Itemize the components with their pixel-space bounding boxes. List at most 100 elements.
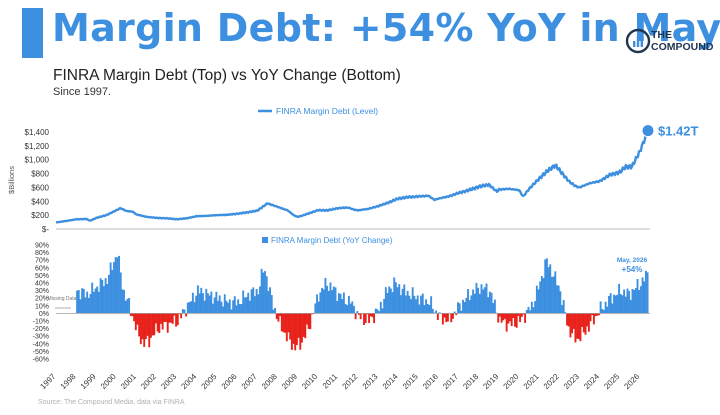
yoy-change-bar <box>551 276 553 314</box>
yoy-change-bar <box>337 293 340 314</box>
yoy-change-bar <box>77 290 80 314</box>
bottom-y-tick-label: 10% <box>35 303 49 310</box>
yoy-change-bar <box>406 290 409 314</box>
yoy-change-bar <box>235 305 238 314</box>
yoy-change-bar <box>81 288 84 314</box>
yoy-change-bar <box>260 268 263 314</box>
yoy-change-bar <box>134 313 137 331</box>
yoy-change-bar <box>176 313 179 326</box>
end-value-label: $1.42T <box>658 124 699 139</box>
x-tick-label: 2014 <box>381 372 400 391</box>
yoy-change-bar <box>128 298 131 314</box>
yoy-change-bar <box>391 292 394 314</box>
x-tick-label: 2011 <box>321 372 340 391</box>
x-tick-label: 2015 <box>401 372 420 391</box>
yoy-change-bar <box>173 313 176 316</box>
bottom-y-tick-label: -50% <box>33 349 49 356</box>
yoy-change-bar <box>354 313 357 320</box>
yoy-change-bar <box>423 304 426 314</box>
yoy-change-bar <box>604 301 607 314</box>
yoy-change-bar <box>270 295 273 314</box>
yoy-change-bar <box>108 274 110 314</box>
yoy-change-bar <box>287 313 290 333</box>
x-tick-label: 1999 <box>79 372 98 391</box>
yoy-change-bar <box>436 313 439 320</box>
yoy-change-bar <box>153 313 156 336</box>
source-note: Source: The Compound Media, data via FIN… <box>38 399 185 406</box>
yoy-change-bar <box>532 307 535 314</box>
yoy-change-bar <box>498 313 501 317</box>
yoy-change-bar <box>222 306 225 314</box>
x-tick-label: 2005 <box>200 372 219 391</box>
since-note: Since 1997. <box>53 86 112 98</box>
yoy-change-bar <box>462 299 464 314</box>
yoy-change-bar <box>527 306 530 314</box>
yoy-change-bar <box>408 295 411 314</box>
yoy-change-bar <box>349 303 352 314</box>
yoy-change-bar <box>581 313 584 327</box>
yoy-change-bar <box>638 289 641 314</box>
yoy-change-bar <box>233 296 236 314</box>
yoy-change-bar <box>248 300 251 314</box>
yoy-change-bar <box>631 289 634 314</box>
yoy-change-bar <box>386 292 389 314</box>
x-tick-label: 2016 <box>421 372 440 391</box>
yoy-change-bar <box>566 313 568 326</box>
latest-annotation-date: May, 2026 <box>617 257 648 264</box>
yoy-change-bar <box>465 297 468 314</box>
x-tick-label: 2019 <box>481 372 500 391</box>
missing-data-label: Missing Data <box>48 296 77 302</box>
yoy-change-bar <box>123 289 126 314</box>
yoy-change-bar <box>158 313 161 334</box>
yoy-change-bar <box>505 313 508 332</box>
yoy-change-bar <box>591 313 594 315</box>
yoy-change-bar <box>599 301 602 314</box>
bottom-y-tick-label: -30% <box>33 334 49 341</box>
yoy-change-bar <box>358 313 360 315</box>
yoy-change-bar <box>265 276 268 314</box>
yoy-change-bar <box>517 313 520 316</box>
yoy-change-bar <box>321 287 324 314</box>
x-tick-label: 2009 <box>280 372 299 391</box>
x-tick-label: 2001 <box>119 372 138 391</box>
yoy-change-bar <box>165 313 167 322</box>
yoy-change-bar <box>193 302 196 314</box>
bottom-y-tick-label: 20% <box>35 296 49 303</box>
yoy-change-bar <box>393 277 396 314</box>
yoy-change-bar <box>421 293 424 314</box>
yoy-change-bar <box>446 313 449 322</box>
yoy-change-bar <box>500 313 503 323</box>
yoy-change-bar <box>609 293 612 314</box>
yoy-change-bar <box>388 286 391 314</box>
top-y-tick-label: $1,400 <box>25 128 50 137</box>
yoy-change-bar <box>138 313 141 337</box>
yoy-change-bar <box>327 290 330 314</box>
yoy-change-bar <box>577 313 580 340</box>
yoy-change-bar <box>420 295 423 314</box>
x-tick-label: 1998 <box>59 372 78 391</box>
yoy-change-bar <box>264 271 266 314</box>
yoy-change-bar <box>212 303 214 314</box>
yoy-change-bar <box>129 313 132 316</box>
yoy-change-bar <box>294 313 297 351</box>
bottom-y-tick-label: 50% <box>35 273 49 280</box>
latest-annotation-value: +54% <box>622 265 643 274</box>
top-y-tick-label: $1,200 <box>25 142 50 151</box>
yoy-change-bar <box>547 267 550 314</box>
yoy-change-bar <box>480 284 483 314</box>
x-tick-label: 2007 <box>240 372 259 391</box>
yoy-change-bar <box>344 303 347 314</box>
yoy-change-bar <box>223 294 226 314</box>
yoy-change-bar <box>304 313 307 339</box>
yoy-change-bar <box>155 313 157 324</box>
yoy-change-bar <box>118 255 120 314</box>
yoy-change-bar <box>389 288 392 314</box>
yoy-change-bar <box>457 302 459 314</box>
yoy-change-bar <box>217 300 219 314</box>
yoy-change-bar <box>341 299 344 314</box>
yoy-change-bar <box>324 277 327 314</box>
yoy-change-bar <box>300 313 303 343</box>
yoy-change-bar <box>540 276 543 314</box>
yoy-change-bar <box>623 289 626 314</box>
